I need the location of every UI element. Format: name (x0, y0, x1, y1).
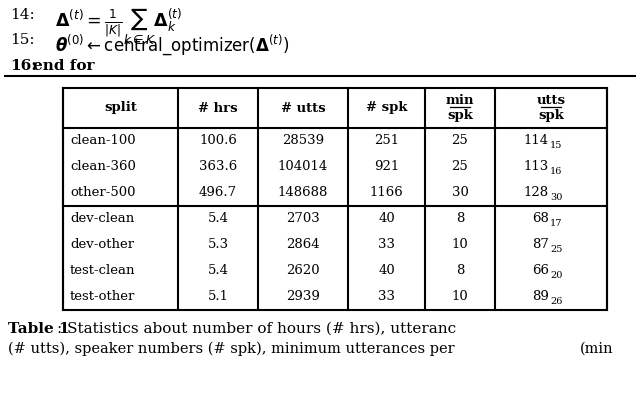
Text: 113: 113 (524, 160, 549, 173)
Text: 2703: 2703 (286, 213, 320, 225)
Text: 2620: 2620 (286, 265, 320, 278)
Text: 25: 25 (452, 160, 468, 173)
Text: 87: 87 (532, 238, 549, 251)
Text: 10: 10 (452, 238, 468, 251)
Text: 10: 10 (452, 291, 468, 303)
Text: clean-360: clean-360 (70, 160, 136, 173)
Text: $\mathbf{\Delta}^{(t)} = \frac{1}{|K|} \sum_{k \in K} \mathbf{\Delta}_k^{(t)}$: $\mathbf{\Delta}^{(t)} = \frac{1}{|K|} \… (55, 6, 182, 46)
Text: 128: 128 (524, 187, 549, 200)
Text: 16: 16 (550, 166, 563, 175)
Text: 5.3: 5.3 (207, 238, 228, 251)
Text: test-clean: test-clean (70, 265, 136, 278)
Text: 89: 89 (532, 291, 549, 303)
Text: 25: 25 (550, 244, 563, 253)
Text: 66: 66 (532, 265, 549, 278)
Text: 2864: 2864 (286, 238, 320, 251)
Text: 15:: 15: (10, 33, 35, 47)
Text: end for: end for (33, 59, 95, 73)
Text: 363.6: 363.6 (199, 160, 237, 173)
Bar (63, 88, 607, 310)
Text: # spk: # spk (365, 101, 407, 114)
Text: 26: 26 (550, 297, 563, 305)
Text: 148688: 148688 (278, 187, 328, 200)
Text: 15: 15 (550, 141, 563, 150)
Text: 496.7: 496.7 (199, 187, 237, 200)
Text: 114: 114 (524, 135, 549, 147)
Text: 5.4: 5.4 (207, 213, 228, 225)
Text: clean-100: clean-100 (70, 135, 136, 147)
Text: # utts: # utts (281, 101, 325, 114)
Text: 25: 25 (452, 135, 468, 147)
Text: 5.1: 5.1 (207, 291, 228, 303)
Text: (min: (min (580, 342, 614, 356)
Text: 33: 33 (378, 238, 395, 251)
Text: (# utts), speaker numbers (# spk), minimum utterances per: (# utts), speaker numbers (# spk), minim… (8, 342, 454, 356)
Text: dev-other: dev-other (70, 238, 134, 251)
Text: min: min (445, 93, 474, 107)
Text: $\boldsymbol{\theta}^{(0)} \leftarrow \mathrm{central\_optimizer}\left(\mathbf{\: $\boldsymbol{\theta}^{(0)} \leftarrow \m… (55, 32, 289, 57)
Text: 33: 33 (378, 291, 395, 303)
Text: 30: 30 (550, 192, 563, 202)
Text: utts: utts (536, 93, 566, 107)
Text: 5.4: 5.4 (207, 265, 228, 278)
Text: 20: 20 (550, 270, 563, 280)
Text: 104014: 104014 (278, 160, 328, 173)
Text: 28539: 28539 (282, 135, 324, 147)
Text: 30: 30 (452, 187, 468, 200)
Text: 8: 8 (456, 213, 464, 225)
Text: 17: 17 (550, 219, 563, 227)
Text: 16:: 16: (10, 59, 37, 73)
Text: : Statistics about number of hours (# hrs), utteranc: : Statistics about number of hours (# hr… (57, 322, 456, 336)
Text: 1166: 1166 (370, 187, 403, 200)
Text: dev-clean: dev-clean (70, 213, 134, 225)
Text: 40: 40 (378, 265, 395, 278)
Text: 921: 921 (374, 160, 399, 173)
Text: 68: 68 (532, 213, 549, 225)
Text: 8: 8 (456, 265, 464, 278)
Text: 2939: 2939 (286, 291, 320, 303)
Text: 40: 40 (378, 213, 395, 225)
Text: split: split (104, 101, 137, 114)
Text: 100.6: 100.6 (199, 135, 237, 147)
Text: other-500: other-500 (70, 187, 136, 200)
Text: 14:: 14: (10, 8, 35, 22)
Text: # hrs: # hrs (198, 101, 238, 114)
Text: test-other: test-other (70, 291, 136, 303)
Text: Table 1: Table 1 (8, 322, 70, 336)
Text: 251: 251 (374, 135, 399, 147)
Text: spk: spk (447, 110, 473, 122)
Text: spk: spk (538, 110, 564, 122)
